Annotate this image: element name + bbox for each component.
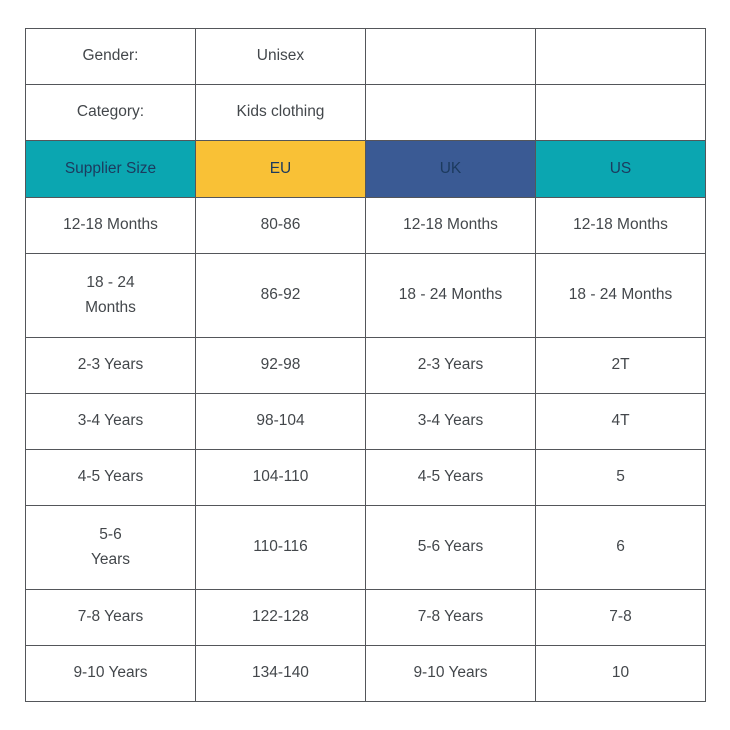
empty-cell (365, 28, 536, 85)
us-size-cell: 5 (535, 449, 706, 506)
us-size-cell: 7-8 (535, 589, 706, 646)
size-table-row: 12-18 Months 80-86 12-18 Months 12-18 Mo… (25, 197, 706, 254)
gender-value: Unisex (195, 28, 366, 85)
eu-size-cell: 98-104 (195, 393, 366, 450)
supplier-size-cell: 12-18 Months (25, 197, 196, 254)
size-table-row: 7-8 Years 122-128 7-8 Years 7-8 (25, 589, 706, 646)
empty-cell (535, 84, 706, 141)
us-size-cell: 6 (535, 505, 706, 590)
size-table-row: 2-3 Years 92-98 2-3 Years 2T (25, 337, 706, 394)
supplier-size-cell: 7-8 Years (25, 589, 196, 646)
size-chart-table: Gender: Unisex Category: Kids clothing S… (25, 28, 706, 702)
us-size-cell: 12-18 Months (535, 197, 706, 254)
header-cell-uk: UK (365, 140, 536, 198)
eu-size-cell: 104-110 (195, 449, 366, 506)
category-row: Category: Kids clothing (25, 84, 706, 141)
uk-size-cell: 5-6 Years (365, 505, 536, 590)
category-label: Category: (25, 84, 196, 141)
size-table-body: Gender: Unisex Category: Kids clothing S… (25, 28, 706, 702)
us-size-cell: 10 (535, 645, 706, 702)
supplier-size-cell: 2-3 Years (25, 337, 196, 394)
eu-size-cell: 86-92 (195, 253, 366, 338)
eu-size-cell: 92-98 (195, 337, 366, 394)
uk-size-cell: 3-4 Years (365, 393, 536, 450)
supplier-size-cell: 18 - 24 Months (25, 253, 196, 338)
eu-size-cell: 122-128 (195, 589, 366, 646)
empty-cell (365, 84, 536, 141)
uk-size-cell: 12-18 Months (365, 197, 536, 254)
gender-label: Gender: (25, 28, 196, 85)
gender-row: Gender: Unisex (25, 28, 706, 85)
size-table-row: 5-6 Years 110-116 5-6 Years 6 (25, 505, 706, 590)
supplier-size-cell: 5-6 Years (25, 505, 196, 590)
size-table-row: 9-10 Years 134-140 9-10 Years 10 (25, 645, 706, 702)
supplier-size-cell: 4-5 Years (25, 449, 196, 506)
us-size-cell: 18 - 24 Months (535, 253, 706, 338)
size-table-row: 3-4 Years 98-104 3-4 Years 4T (25, 393, 706, 450)
size-table-row: 4-5 Years 104-110 4-5 Years 5 (25, 449, 706, 506)
header-cell-us: US (535, 140, 706, 198)
size-chart-page: Gender: Unisex Category: Kids clothing S… (25, 28, 706, 702)
uk-size-cell: 2-3 Years (365, 337, 536, 394)
size-table-row: 18 - 24 Months 86-92 18 - 24 Months 18 -… (25, 253, 706, 338)
uk-size-cell: 9-10 Years (365, 645, 536, 702)
us-size-cell: 2T (535, 337, 706, 394)
size-header-row: Supplier Size EU UK US (25, 140, 706, 198)
eu-size-cell: 80-86 (195, 197, 366, 254)
uk-size-cell: 4-5 Years (365, 449, 536, 506)
supplier-size-cell: 3-4 Years (25, 393, 196, 450)
eu-size-cell: 134-140 (195, 645, 366, 702)
uk-size-cell: 7-8 Years (365, 589, 536, 646)
header-cell-eu: EU (195, 140, 366, 198)
eu-size-cell: 110-116 (195, 505, 366, 590)
uk-size-cell: 18 - 24 Months (365, 253, 536, 338)
category-value: Kids clothing (195, 84, 366, 141)
empty-cell (535, 28, 706, 85)
header-cell-supplier-size: Supplier Size (25, 140, 196, 198)
supplier-size-cell: 9-10 Years (25, 645, 196, 702)
us-size-cell: 4T (535, 393, 706, 450)
